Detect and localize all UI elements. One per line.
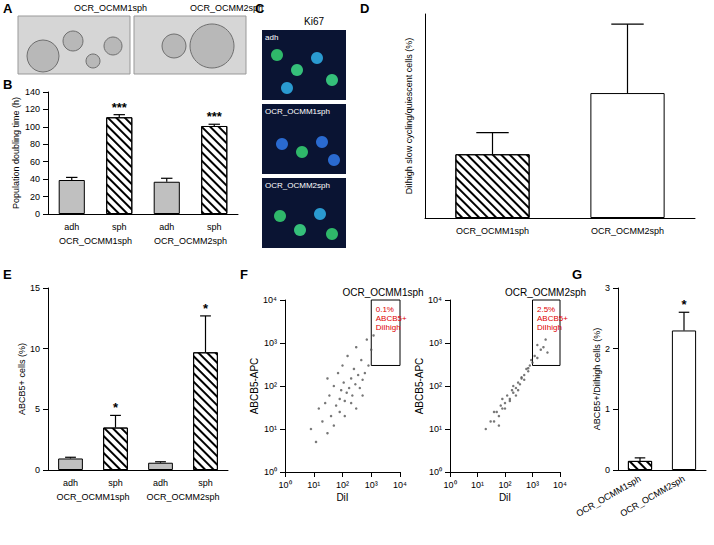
svg-text:*: * <box>203 301 209 316</box>
svg-text:sph: sph <box>112 222 127 232</box>
svg-text:10¹: 10¹ <box>471 480 484 490</box>
svg-text:D: D <box>360 1 369 16</box>
svg-text:10⁰: 10⁰ <box>429 467 442 477</box>
svg-text:OCR_OCMM2sph: OCR_OCMM2sph <box>265 181 330 190</box>
svg-text:adh: adh <box>64 222 79 232</box>
svg-text:0: 0 <box>35 465 40 475</box>
svg-text:10⁴: 10⁴ <box>553 480 567 490</box>
svg-text:120: 120 <box>25 104 40 114</box>
svg-text:DiIhigh: DiIhigh <box>376 323 401 332</box>
svg-text:10²: 10² <box>429 381 442 391</box>
svg-text:1: 1 <box>605 404 610 414</box>
svg-text:OCR_OCMM1sph: OCR_OCMM1sph <box>265 107 330 116</box>
svg-text:10³: 10³ <box>526 480 539 490</box>
svg-text:adh: adh <box>153 478 168 488</box>
svg-text:Population doubling time (h): Population doubling time (h) <box>11 97 21 209</box>
svg-text:ABCB5-APC: ABCB5-APC <box>249 358 260 415</box>
svg-text:DiI: DiI <box>336 492 348 503</box>
svg-text:sph: sph <box>198 478 213 488</box>
svg-text:B: B <box>3 77 12 92</box>
svg-text:10⁰: 10⁰ <box>443 480 456 490</box>
svg-text:OCR_OCMM2sph: OCR_OCMM2sph <box>618 474 686 519</box>
svg-text:C: C <box>255 1 265 16</box>
svg-text:0: 0 <box>35 209 40 219</box>
svg-text:sph: sph <box>108 478 123 488</box>
svg-text:OCR_OCMM2sph: OCR_OCMM2sph <box>146 492 219 502</box>
svg-text:40: 40 <box>30 174 40 184</box>
svg-text:2.5%: 2.5% <box>537 305 555 314</box>
svg-text:OCR_OCMM1sph: OCR_OCMM1sph <box>74 3 147 13</box>
svg-text:2: 2 <box>605 344 610 354</box>
svg-text:*: * <box>681 297 687 312</box>
svg-text:sph: sph <box>207 222 222 232</box>
svg-text:80: 80 <box>30 139 40 149</box>
svg-text:0: 0 <box>605 465 610 475</box>
svg-text:10³: 10³ <box>264 338 277 348</box>
svg-text:***: *** <box>207 109 223 124</box>
svg-text:F: F <box>240 267 248 282</box>
svg-text:*: * <box>113 400 119 415</box>
svg-text:10¹: 10¹ <box>264 424 277 434</box>
svg-text:10⁴: 10⁴ <box>428 295 442 305</box>
svg-text:adh: adh <box>63 478 78 488</box>
svg-text:ABCB5+: ABCB5+ <box>537 314 568 323</box>
svg-text:OCR_OCMM2sph: OCR_OCMM2sph <box>190 3 263 13</box>
svg-text:DiIhigh: DiIhigh <box>537 323 562 332</box>
svg-text:adh: adh <box>159 222 174 232</box>
svg-text:60: 60 <box>30 157 40 167</box>
svg-text:ABCB5+ cells (%): ABCB5+ cells (%) <box>17 343 27 415</box>
svg-text:OCR_OCMM1sph: OCR_OCMM1sph <box>456 226 529 236</box>
svg-text:ABCB5-APC: ABCB5-APC <box>414 358 425 415</box>
svg-text:10²: 10² <box>498 480 511 490</box>
svg-text:10³: 10³ <box>429 338 442 348</box>
svg-text:10²: 10² <box>264 381 277 391</box>
svg-text:15: 15 <box>30 283 40 293</box>
svg-text:100: 100 <box>25 122 40 132</box>
svg-text:adh: adh <box>265 33 278 42</box>
svg-text:10⁴: 10⁴ <box>393 480 407 490</box>
svg-text:***: *** <box>112 100 128 115</box>
svg-text:20: 20 <box>30 192 40 202</box>
svg-text:DiI: DiI <box>499 492 511 503</box>
svg-text:10²: 10² <box>336 480 349 490</box>
svg-text:OCR_OCMM2sph: OCR_OCMM2sph <box>591 226 664 236</box>
svg-text:3: 3 <box>605 283 610 293</box>
svg-text:10³: 10³ <box>365 480 378 490</box>
svg-text:OCR_OCMM1sph: OCR_OCMM1sph <box>574 473 643 519</box>
svg-text:OCR_OCMM1sph: OCR_OCMM1sph <box>342 287 423 298</box>
svg-text:OCR_OCMM1sph: OCR_OCMM1sph <box>56 492 129 502</box>
svg-text:Ki67: Ki67 <box>304 16 324 27</box>
svg-text:OCR_OCMM1sph: OCR_OCMM1sph <box>59 236 132 246</box>
svg-text:A: A <box>3 1 13 16</box>
svg-text:OCR_OCMM2sph: OCR_OCMM2sph <box>154 236 227 246</box>
svg-text:5: 5 <box>35 404 40 414</box>
svg-text:E: E <box>3 267 12 282</box>
svg-text:0.1%: 0.1% <box>376 305 394 314</box>
svg-text:ABCB5+/DiIhigh cells (%): ABCB5+/DiIhigh cells (%) <box>592 328 602 430</box>
svg-text:G: G <box>572 267 582 282</box>
svg-text:10: 10 <box>30 344 40 354</box>
svg-text:10⁰: 10⁰ <box>278 480 291 490</box>
svg-text:OCR_OCMM2sph: OCR_OCMM2sph <box>505 287 586 298</box>
svg-text:DiIhigh slow cycling/quiescent: DiIhigh slow cycling/quiescent cells (%) <box>404 38 414 195</box>
svg-text:10⁰: 10⁰ <box>264 467 277 477</box>
svg-text:10⁴: 10⁴ <box>263 295 277 305</box>
svg-text:10¹: 10¹ <box>429 424 442 434</box>
svg-text:140: 140 <box>25 87 40 97</box>
svg-text:10¹: 10¹ <box>307 480 320 490</box>
svg-text:ABCB5+: ABCB5+ <box>376 314 407 323</box>
